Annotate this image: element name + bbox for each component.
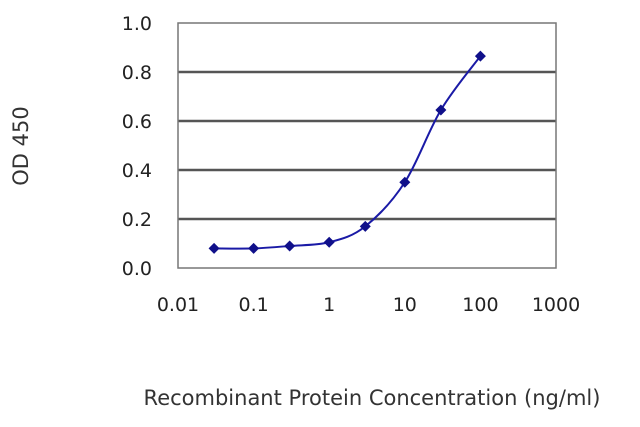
y-tick-label: 0.4 [122,160,152,182]
data-point [323,236,335,248]
data-point [248,242,260,254]
y-tick-label: 0.0 [122,258,152,280]
data-series [208,50,486,254]
gridlines [178,70,556,221]
x-tick-labels: 0.01 0.1 1 10 100 1000 [157,294,580,316]
x-tick-label: 100 [462,294,498,316]
data-point [399,176,411,188]
y-tick-label: 0.6 [122,111,152,133]
x-axis-title: Recombinant Protein Concentration (ng/ml… [144,386,601,410]
y-tick-label: 0.8 [122,62,152,84]
data-point [435,104,447,116]
x-tick-label: 1000 [532,294,580,316]
y-tick-label: 0.2 [122,209,152,231]
y-tick-label: 1.0 [122,13,152,35]
data-point [208,242,220,254]
y-axis-title: OD 450 [9,106,33,185]
x-tick-label: 1 [323,294,335,316]
plot-area-frame [177,22,557,269]
y-tick-labels: 0.0 0.2 0.4 0.6 0.8 1.0 [122,13,152,280]
x-tick-label: 0.1 [238,294,268,316]
data-point [359,220,371,232]
x-tick-label: 0.01 [157,294,199,316]
data-point [474,50,486,62]
data-point [284,240,296,252]
x-tick-label: 10 [393,294,417,316]
